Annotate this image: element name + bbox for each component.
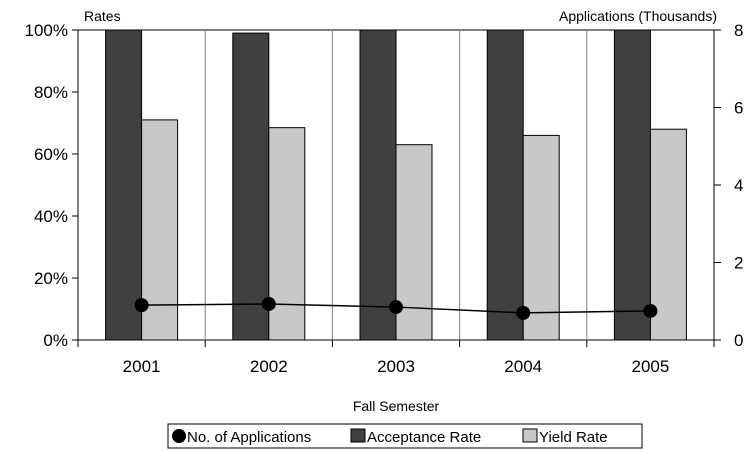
application-line bbox=[134, 296, 658, 320]
acceptance-rate-bar bbox=[232, 32, 270, 341]
x-axis-tick-label: 2002 bbox=[250, 357, 288, 376]
legend-label-applications: No. of Applications bbox=[187, 429, 311, 446]
left-axis-tick-label: 20% bbox=[34, 269, 68, 288]
left-axis-tick-label: 100% bbox=[25, 21, 68, 40]
legend-label-yield: Yield Rate bbox=[539, 429, 608, 446]
applications-point bbox=[643, 303, 658, 318]
applications-point bbox=[134, 298, 149, 313]
right-axis-tick-label: 8 bbox=[734, 21, 743, 40]
left-axis-title: Rates bbox=[84, 8, 121, 24]
left-axis-tick-label: 40% bbox=[34, 207, 68, 226]
legend-marker-yield bbox=[522, 428, 538, 443]
right-axis-tick-label: 4 bbox=[734, 176, 743, 195]
x-axis-tick-label: 2001 bbox=[123, 357, 161, 376]
right-axis-tick-label: 0 bbox=[734, 331, 743, 350]
x-axis-tick-label: 2003 bbox=[377, 357, 415, 376]
acceptance-rate-bar bbox=[105, 29, 143, 341]
yield-rate-bar bbox=[522, 134, 560, 341]
legend-label-acceptance: Acceptance Rate bbox=[367, 429, 481, 446]
right-axis-tick-label: 2 bbox=[734, 254, 743, 273]
x-axis-tick-label: 2005 bbox=[631, 357, 669, 376]
applications-point bbox=[516, 305, 531, 320]
applications-point bbox=[389, 300, 403, 315]
x-axis-title: Fall Semester bbox=[353, 398, 440, 414]
left-axis-tick-label: 0% bbox=[43, 331, 68, 350]
axes: 0% 20% 40% 60% 80% 100% 0 2 4 6 8 2001 2002 2003 2004 2… bbox=[25, 21, 744, 376]
grid-lines bbox=[204, 30, 588, 340]
right-axis-tick-label: 6 bbox=[734, 99, 743, 118]
legend-marker-applications bbox=[172, 429, 186, 443]
acceptance-rate-bar bbox=[359, 29, 397, 341]
legend-marker-acceptance bbox=[350, 428, 366, 443]
x-axis-tick-label: 2004 bbox=[504, 357, 542, 376]
yield-rate-bar bbox=[649, 128, 687, 341]
right-axis-title: Applications (Thousands) bbox=[559, 8, 717, 24]
legend: No. of Applications Acceptance Rate Yiel… bbox=[167, 423, 643, 449]
left-axis-tick-label: 80% bbox=[34, 83, 68, 102]
acceptance-rate-bar bbox=[486, 29, 524, 341]
legend-box bbox=[167, 423, 643, 449]
applications-point bbox=[261, 296, 276, 311]
left-axis-tick-label: 60% bbox=[34, 145, 68, 164]
acceptance-rate-bar bbox=[613, 29, 651, 341]
